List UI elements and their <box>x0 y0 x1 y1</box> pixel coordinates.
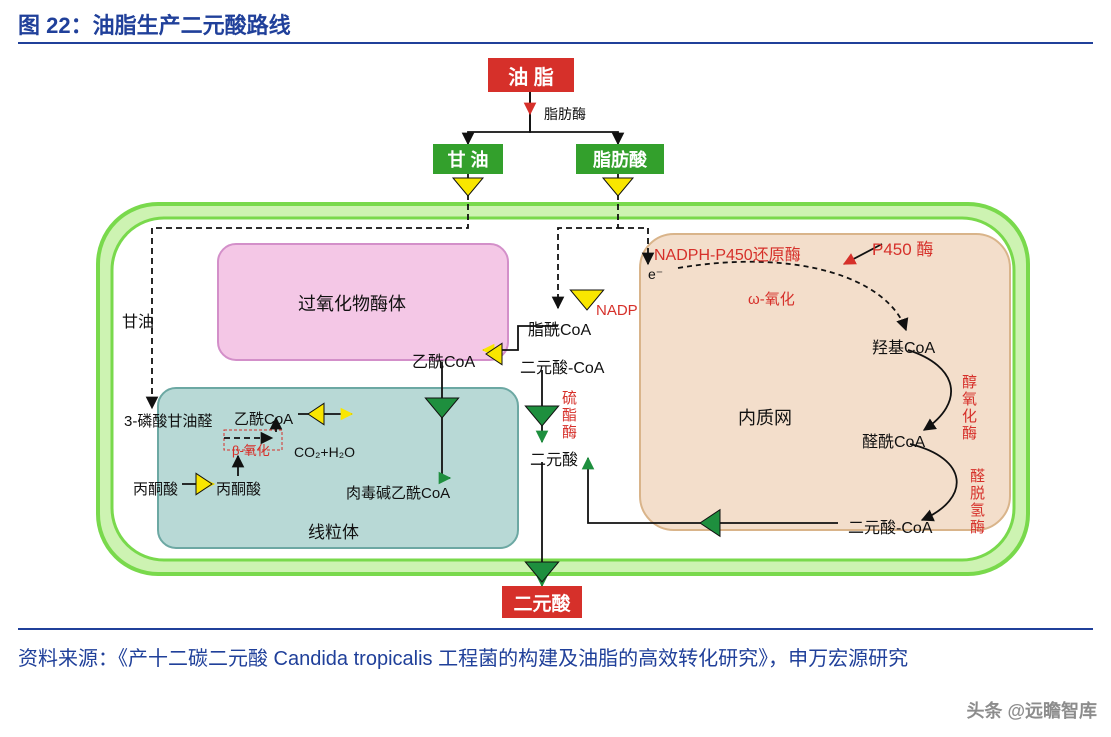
label-e_minus: e⁻ <box>648 266 663 283</box>
label-qingjiCoA: 羟基CoA <box>872 334 935 358</box>
label-cuyanghua: 醇氧化酶 <box>958 374 979 442</box>
label-zhixianCoA: 脂酰CoA <box>528 316 591 340</box>
box-youzhi: 油 脂 <box>488 58 574 92</box>
label-roudu: 肉毒碱乙酰CoA <box>346 482 450 503</box>
label-omega: ω-氧化 <box>748 288 795 309</box>
box-eryuansuan: 二元酸 <box>502 586 582 618</box>
label-NADPH: NADPH-P450还原酶 <box>654 241 801 265</box>
watermark: 头条 @远瞻智库 <box>966 697 1097 723</box>
rule-bottom <box>18 628 1093 630</box>
figure-caption: 资料来源：《产十二碳二元酸 Candida tropicalis 工程菌的构建及… <box>18 640 1093 678</box>
label-yixianCoA: 乙酰CoA <box>412 348 475 372</box>
label-bingtong1: 丙酮酸 <box>133 478 178 499</box>
label-sanlin: 3-磷酸甘油醛 <box>124 410 212 431</box>
label-betayang: β-氧化 <box>232 440 270 459</box>
label-liuzhi: 硫酯酶 <box>558 390 579 441</box>
box-zhifangsuan: 脂肪酸 <box>576 144 664 174</box>
label-eryuan_mid: 二元酸 <box>530 446 578 470</box>
figure-title: 图 22：油脂生产二元酸路线 <box>18 8 291 40</box>
rule-top <box>18 42 1093 44</box>
label-neizhi: 内质网 <box>738 404 792 430</box>
label-xianli: 线粒体 <box>308 518 359 543</box>
label-NADP: NADP <box>596 302 638 319</box>
label-yixianCoA2: 乙酰CoA <box>234 408 293 429</box>
label-bingtong2: 丙酮酸 <box>216 478 261 499</box>
label-quantuom: 醛脱氢酶 <box>966 468 987 536</box>
label-quxianCoA: 醛酰CoA <box>862 428 925 452</box>
label-eyCoA1: 二元酸-CoA <box>520 354 604 378</box>
diagram-canvas: 油 脂甘 油 脂肪酸二元酸 脂肪酶甘油 过氧化物酶体乙酰CoA 脂酰CoA 二元酸-CoA… <box>18 58 1093 618</box>
label-co2h2o: CO₂+H₂O <box>294 444 355 460</box>
box-ganyou: 甘 油 <box>433 144 503 174</box>
label-P450: P450 酶 <box>872 235 933 260</box>
label-guoyang: 过氧化物酶体 <box>298 290 406 316</box>
label-zhifangmei: 脂肪酶 <box>544 104 586 124</box>
label-eyCoA2: 二元酸-CoA <box>848 514 932 538</box>
label-ganyou_l: 甘油 <box>122 308 154 332</box>
